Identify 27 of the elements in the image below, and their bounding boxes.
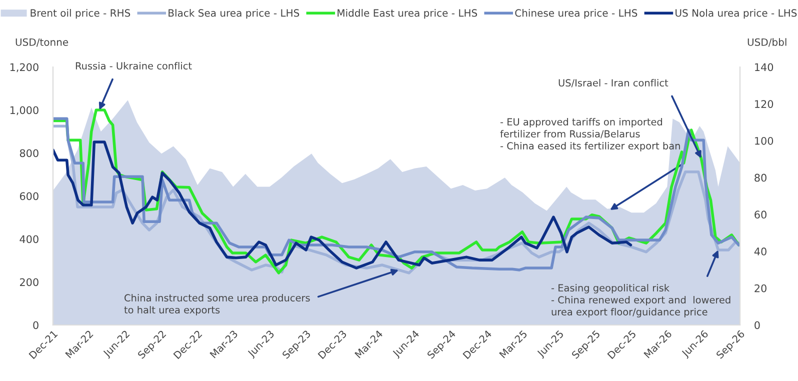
y-tick-label: 1,000 bbox=[10, 106, 38, 116]
y-tick-label: 1,200 bbox=[10, 63, 38, 72]
y2-tick-label: 20 bbox=[754, 284, 766, 292]
y2-tick-label: 120 bbox=[755, 100, 774, 108]
legend-label: Brent oil price - RHS bbox=[30, 9, 130, 19]
legend-label: Middle East urea price - LHS bbox=[338, 9, 478, 19]
y2-tick-label: 140 bbox=[755, 63, 774, 72]
legend-label: US Nola urea price - LHS bbox=[676, 9, 797, 19]
y-tick-label: 800 bbox=[20, 149, 38, 158]
annotation: Russia - Ukraine conflict bbox=[76, 62, 192, 70]
y2-tick-label: 60 bbox=[754, 210, 766, 219]
legend-label: Chinese urea price - LHS bbox=[515, 9, 638, 19]
annotation: - EU approved tariffs on imported fertilizer from Russia/Belarus - China eased its fertilizer export ban bbox=[500, 118, 680, 152]
y-tick-label: 600 bbox=[20, 192, 38, 200]
y-tick-label: 400 bbox=[20, 235, 38, 244]
y2-axis-title: USD/bbl bbox=[748, 38, 786, 47]
y2-tick-label: 80 bbox=[754, 174, 766, 182]
y-axis-title: USD/tonne bbox=[16, 38, 68, 47]
annotation: - Easing geopolitical risk - China renewed export and lowered urea export floor/guidance price bbox=[551, 284, 730, 318]
legend-label: Black Sea urea price - LHS bbox=[168, 9, 300, 19]
y2-tick-label: 100 bbox=[755, 136, 774, 145]
y2-tick-label: 40 bbox=[754, 248, 766, 256]
y-tick-label: 200 bbox=[20, 278, 38, 286]
y-tick-label: 0 bbox=[33, 321, 38, 330]
annotation: US/Israel - Iran conflict bbox=[558, 79, 668, 88]
annotation: China instructed some urea producers to halt urea exports bbox=[124, 294, 310, 316]
y2-tick-label: 0 bbox=[754, 321, 760, 330]
